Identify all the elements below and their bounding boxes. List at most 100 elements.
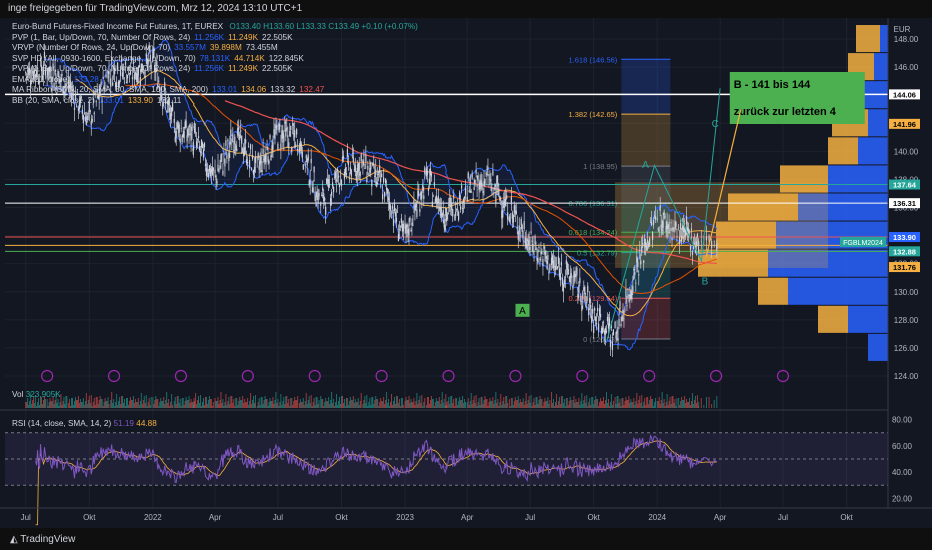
volume-bar	[351, 400, 353, 408]
volume-bar	[531, 406, 533, 408]
volume-bar	[261, 397, 263, 408]
candle-body	[425, 168, 428, 177]
volume-bar	[315, 397, 317, 408]
volume-bar	[254, 403, 256, 408]
candle-body	[73, 107, 76, 110]
volume-bar	[425, 405, 427, 408]
volume-bar	[139, 401, 141, 408]
volume-bar	[690, 401, 692, 408]
candle-body	[237, 128, 239, 136]
projection-arrow	[705, 109, 742, 257]
candle-body	[275, 125, 277, 129]
volume-bar	[499, 402, 501, 408]
candle-body	[636, 256, 638, 263]
candle-body	[112, 82, 114, 86]
volume-bar	[524, 401, 526, 408]
volume-bar	[389, 406, 391, 408]
candle-body	[146, 59, 148, 68]
time-tick-label: Jul	[778, 513, 788, 522]
volume-bar	[95, 397, 97, 408]
candle-body	[555, 264, 558, 266]
volume-bar	[631, 402, 633, 408]
volume-bar	[345, 398, 347, 408]
volume-bar	[234, 406, 236, 408]
candle-body	[173, 118, 175, 123]
candle-body	[203, 142, 206, 148]
candle-body	[564, 276, 566, 278]
volume-bar	[446, 405, 448, 408]
candle-body	[31, 81, 33, 83]
candle-body	[339, 175, 342, 177]
volume-bar	[450, 396, 452, 408]
volume-bar	[288, 399, 290, 408]
time-tick-label: Jul	[525, 513, 535, 522]
candle-body	[133, 74, 136, 80]
candle-body	[86, 116, 88, 121]
candle-body	[444, 224, 446, 230]
volume-bar	[59, 402, 61, 408]
volume-bar	[216, 401, 218, 408]
volume-bar	[648, 404, 650, 408]
candle-body	[300, 143, 302, 151]
volume-bar	[536, 397, 538, 408]
candle-body	[217, 164, 219, 172]
candle-body	[280, 143, 282, 149]
volume-bar	[617, 396, 619, 408]
volume-bar	[147, 402, 149, 408]
candle-body	[40, 65, 43, 72]
volume-bar	[482, 404, 484, 408]
indicator-name: MA Ribbon (SMA, 20, SMA, 50, SMA, 100, S…	[12, 85, 209, 94]
volume-profile-bar-up	[868, 333, 888, 361]
candle-body	[118, 80, 121, 84]
volume-bar	[279, 402, 281, 408]
candle-body	[711, 241, 713, 249]
volume-bar	[515, 400, 517, 408]
volume-bar	[240, 400, 242, 408]
tradingview-logo[interactable]: ◭ TradingView	[10, 534, 76, 545]
price-tag-label: 141.96	[893, 120, 916, 129]
volume-bar	[654, 402, 656, 408]
candle-body	[140, 63, 142, 72]
volume-bar	[489, 398, 491, 408]
candle-body	[99, 89, 101, 96]
volume-bar	[26, 402, 28, 408]
candle-body	[259, 161, 261, 166]
volume-bar	[127, 405, 129, 408]
volume-bar	[551, 392, 553, 408]
volume-bar	[321, 399, 323, 408]
candle-body	[580, 295, 582, 302]
volume-bar	[523, 405, 525, 408]
volume-bar	[570, 400, 572, 408]
volume-bar	[222, 399, 224, 408]
indicator-value: 133.01	[212, 85, 238, 94]
candle-body	[512, 215, 514, 223]
volume-bar	[593, 404, 595, 408]
volume-bar	[391, 394, 393, 408]
candle-body	[439, 206, 441, 211]
volume-profile-bar-up	[858, 137, 888, 165]
volume-bar	[264, 396, 266, 408]
volume-bar	[353, 403, 355, 408]
candle-body	[320, 202, 322, 206]
candle-body	[462, 198, 465, 203]
candle-body	[680, 223, 682, 230]
candle-body	[482, 191, 484, 194]
volume-bar	[211, 406, 213, 408]
volume-bar	[530, 395, 532, 408]
volume-legend: Vol 323.905K	[12, 390, 61, 399]
candle-body	[609, 339, 612, 348]
candle-body	[513, 205, 515, 214]
candle-body	[331, 182, 334, 187]
time-tick-label: Apr	[461, 513, 474, 522]
candle-body	[538, 246, 540, 248]
volume-bar	[650, 396, 652, 408]
indicator-name: BB (20, SMA, close, 2)	[12, 95, 95, 105]
candle-body	[279, 124, 281, 128]
volume-label: Vol	[12, 390, 24, 399]
candle-body	[630, 290, 632, 299]
candle-body	[668, 221, 670, 228]
volume-bar	[188, 396, 190, 408]
volume-bar	[364, 396, 366, 408]
legend-row: EMA (21, close) 133.28	[12, 75, 418, 86]
